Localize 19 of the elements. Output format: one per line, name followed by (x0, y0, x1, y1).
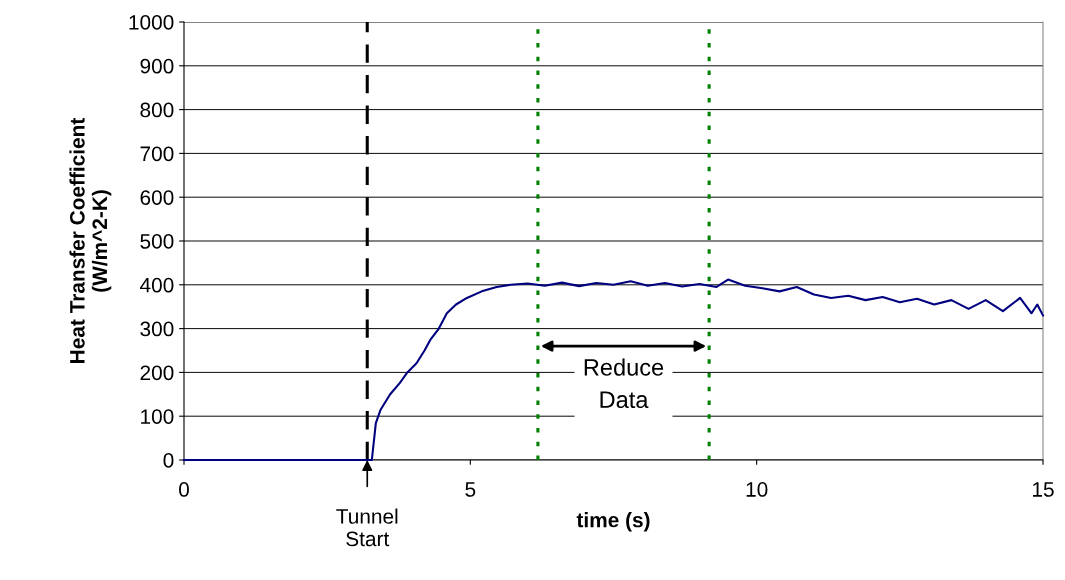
y-tick-label: 600 (140, 190, 174, 205)
y-tick-label: 100 (141, 409, 174, 424)
annotation: Reduce Data (584, 358, 664, 409)
x-axis-title: time (s) (576, 512, 650, 532)
x-tick-label: 10 (746, 482, 768, 497)
x-tick-label: 0 (179, 482, 189, 497)
y-tick-label: 200 (140, 365, 174, 381)
y-tick-label: 0 (163, 453, 174, 468)
y-tick-label: 300 (140, 321, 174, 337)
y-tick-label: 900 (140, 58, 174, 74)
y-tick-label: 700 (140, 146, 174, 162)
y-tick-label: 1000 (129, 15, 174, 30)
y-tick-label: 500 (140, 234, 174, 249)
x-tick-label: 15 (1033, 482, 1054, 497)
ref-line-label: Tunnel Start (336, 508, 398, 547)
y-axis-title: Heat Transfer Coefficient (W/m^2-K) (69, 117, 112, 363)
y-tick-label: 400 (140, 277, 174, 293)
x-tick-label: 5 (465, 482, 476, 497)
y-tick-label: 800 (140, 102, 174, 118)
